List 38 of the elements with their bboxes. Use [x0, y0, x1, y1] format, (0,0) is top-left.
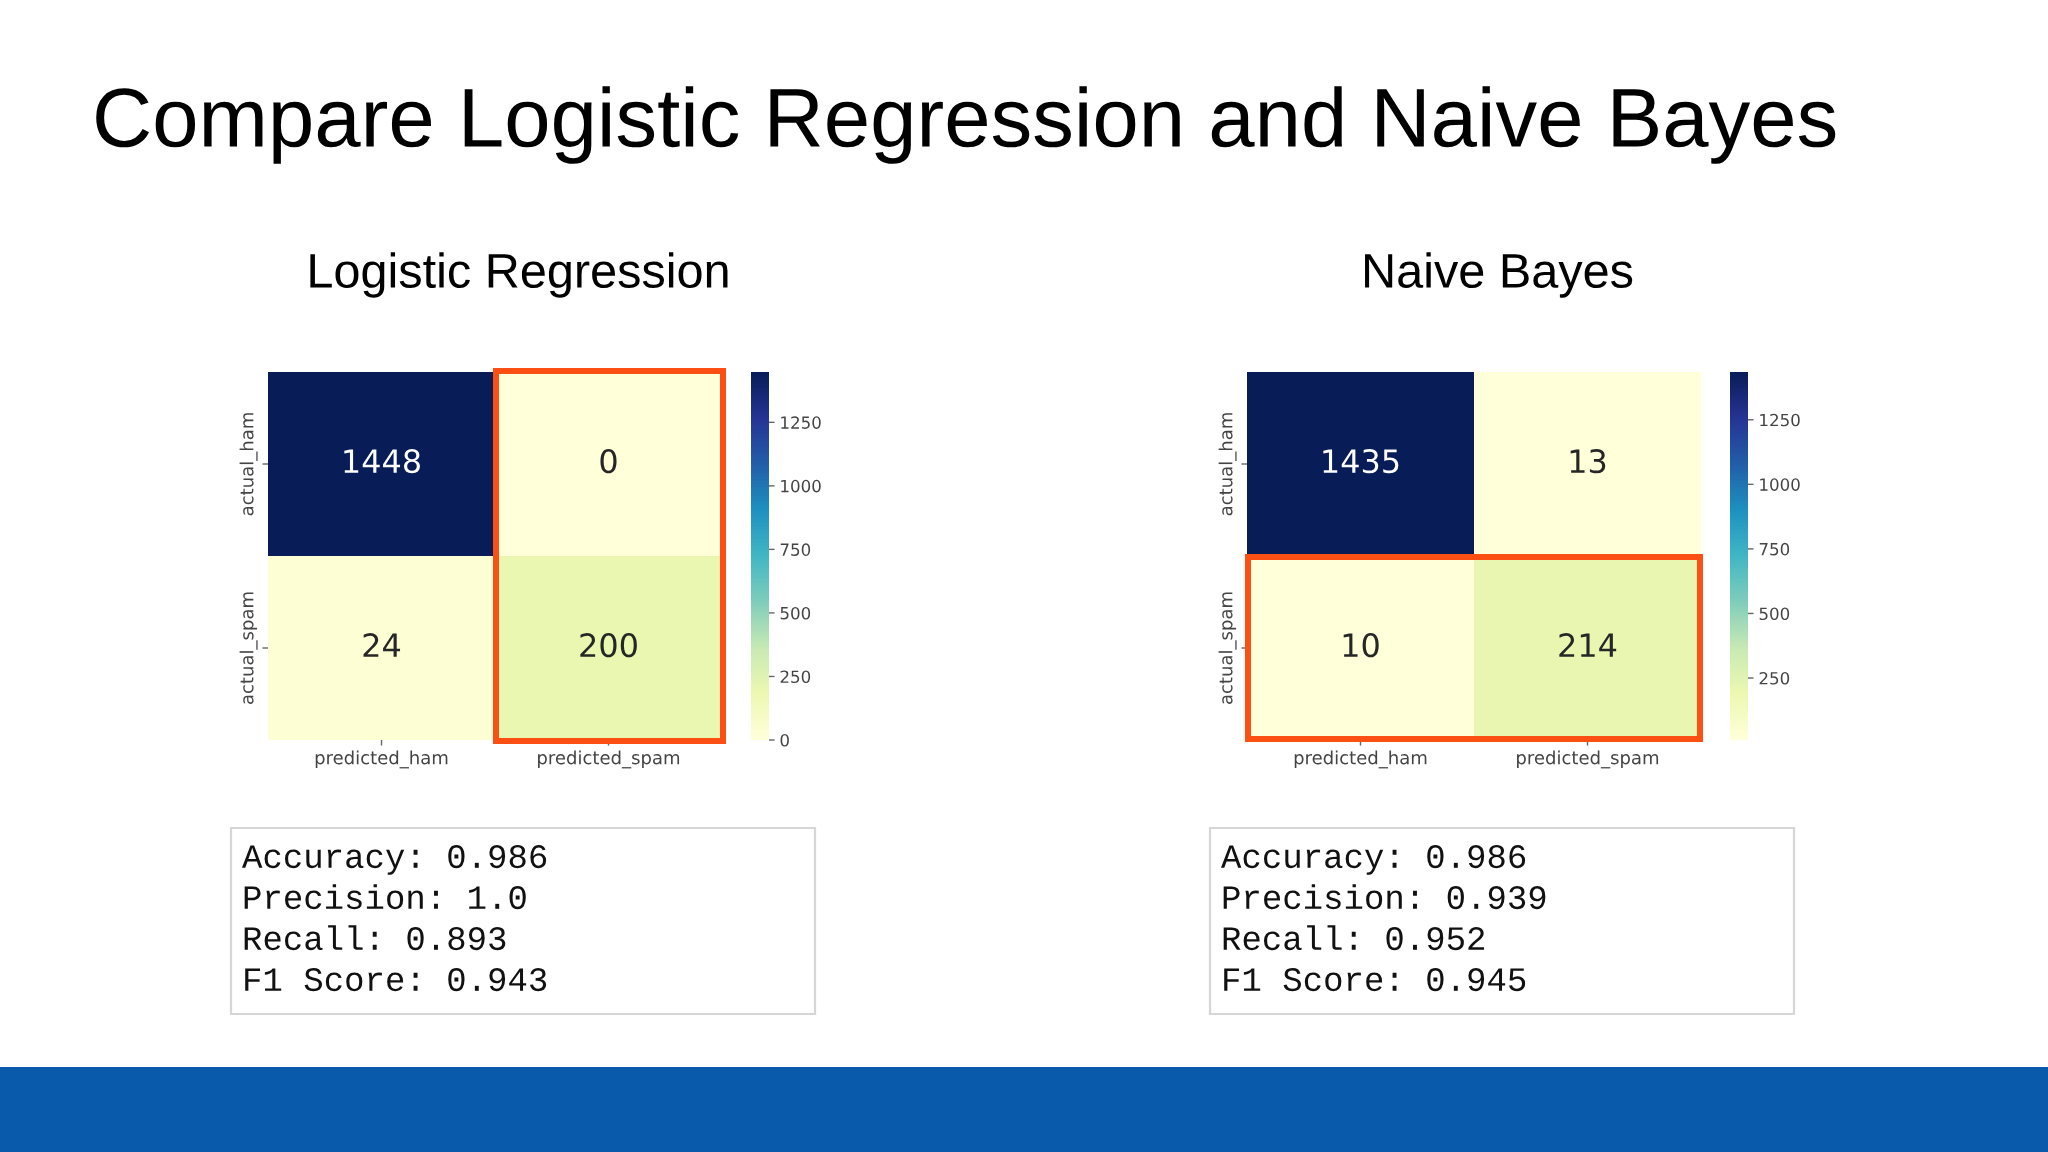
color-bar-label: 1250: [1760, 413, 1800, 427]
color-bar-label: 1000: [1760, 478, 1800, 491]
text: Accuracy: 0.986: [242, 845, 547, 875]
text: Precision: 0.939: [1223, 884, 1546, 910]
data-label: 214: [1559, 633, 1617, 657]
text: F1 Score: 0.945: [1224, 968, 1526, 992]
y-tick-label: actual_spam: [1218, 592, 1237, 704]
color-bar-label: 250: [1759, 671, 1790, 685]
x-tick-label: predicted_spam: [538, 750, 680, 769]
color-bar-label: 750: [780, 543, 811, 556]
text: Accuracy: 0.986: [1221, 845, 1526, 875]
color-bar-label: 500: [1759, 607, 1790, 621]
y-tick-label: actual_ham: [239, 413, 258, 516]
color-bar-label: 1000: [781, 479, 821, 493]
color-bar-label: 250: [780, 670, 811, 684]
color-bar-label: 750: [1759, 542, 1790, 556]
y-tick-label: actual_spam: [239, 592, 258, 704]
x-tick-label: predicted_ham: [1294, 750, 1427, 769]
data-label: 24: [363, 633, 401, 657]
chart-title: Logistic Regression: [310, 252, 728, 298]
text: Compare Logistic Regression and Naive Bayes: [96, 86, 1836, 164]
text: Recall: 0.893: [244, 925, 506, 951]
x-tick-label: predicted_ham: [315, 750, 448, 769]
y-tick-label: actual_ham: [1218, 413, 1237, 516]
color-bar-label: 1250: [781, 416, 821, 429]
data-label: 10: [1343, 633, 1379, 658]
color-bar-label: 500: [780, 606, 811, 620]
x-tick-label: predicted_spam: [1517, 750, 1659, 769]
data-label: 200: [580, 633, 637, 658]
data-label: 0: [600, 449, 617, 474]
text: Recall: 0.952: [1223, 925, 1485, 951]
data-label: 1435: [1323, 449, 1399, 474]
data-label: 13: [1570, 449, 1606, 474]
text: F1 Score: 0.943: [245, 968, 547, 992]
data-label: 1448: [344, 449, 420, 474]
color-bar-label: 0: [780, 733, 789, 747]
text: Precision: 1.0: [244, 884, 526, 910]
chart-title: Naive Bayes: [1365, 252, 1633, 298]
